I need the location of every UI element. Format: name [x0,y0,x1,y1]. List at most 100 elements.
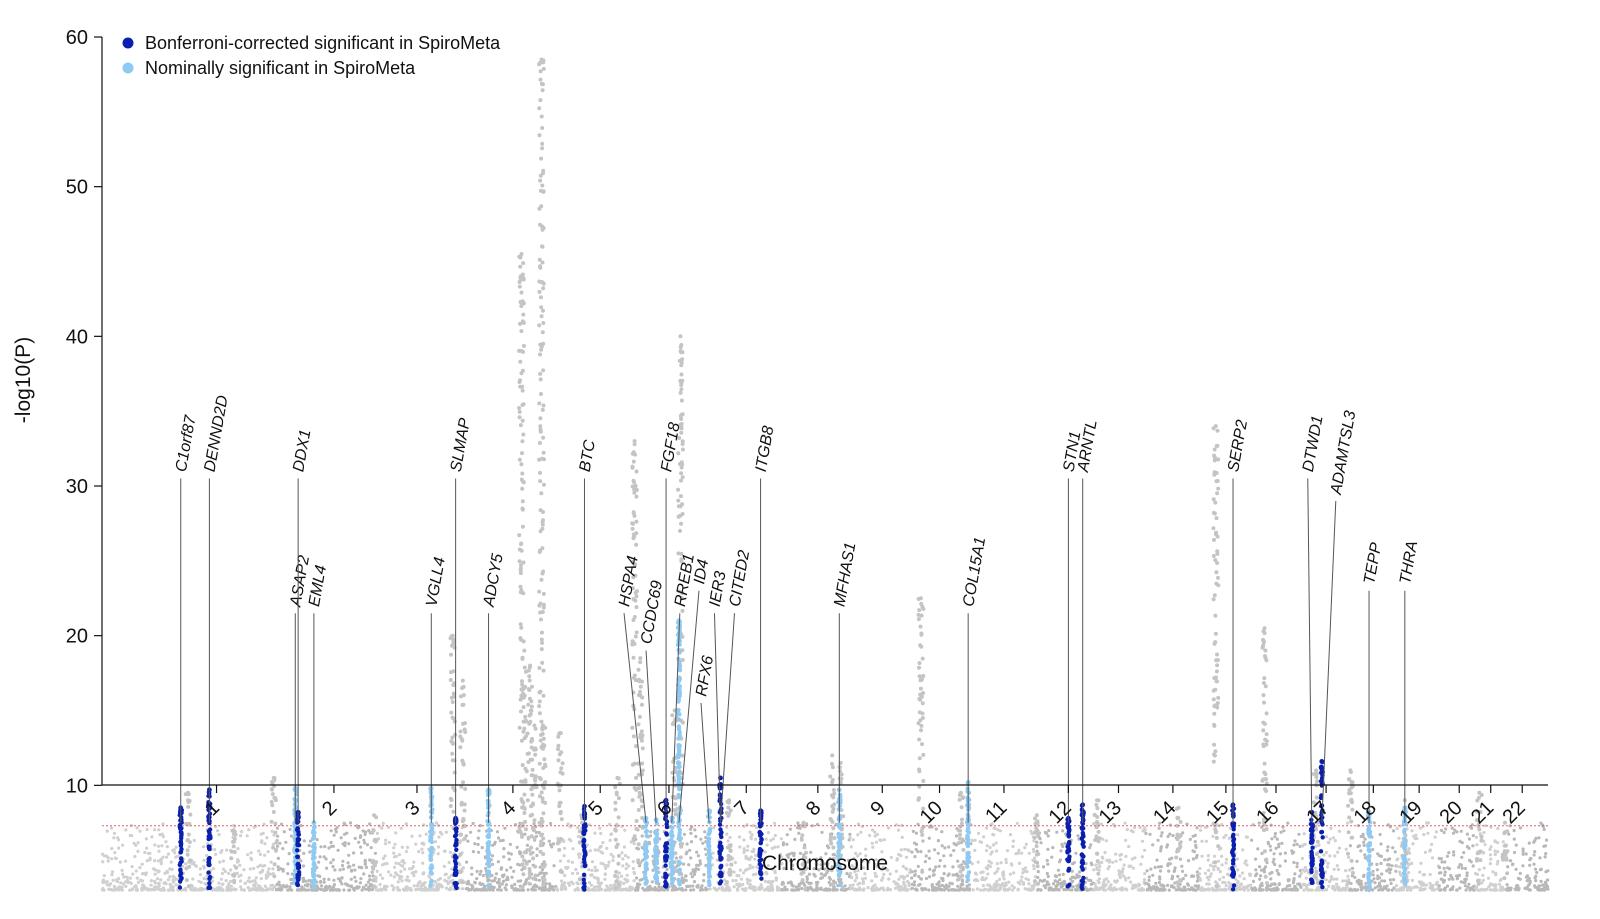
snp-point [449,652,453,657]
snp-point [540,244,544,249]
snp-point [541,591,546,596]
snp-point [541,403,546,408]
snp-point [895,858,899,862]
snp-point [973,878,977,882]
snp-point [1293,872,1297,876]
snp-point [102,874,106,878]
snp-point [885,888,890,892]
snp-point [533,873,538,878]
snp-point [955,872,959,876]
snp-point [1454,874,1458,878]
snp-point [913,841,917,845]
snp-point [905,874,910,878]
snp-point [1527,841,1531,845]
snp-point [920,716,925,720]
snp-point [685,884,689,889]
snp-point [1419,861,1423,865]
snp-point [239,873,243,877]
snp-point [509,852,513,856]
snp-point [322,877,326,881]
snp-point [168,882,172,887]
snp-point [331,858,335,862]
snp-point [1389,868,1393,872]
snp-point [1251,888,1255,892]
snp-point [1375,868,1379,872]
snp-point [559,879,564,883]
snp-point [1057,873,1062,877]
snp-point [451,809,456,814]
snp-point [1204,839,1208,843]
snp-point [537,133,542,138]
snp-point [533,776,537,781]
snp-point [596,878,600,882]
snp-point [1278,864,1282,868]
snp-point [538,295,543,300]
snp-point [1041,865,1046,869]
snp-point [1390,888,1394,892]
snp-point [386,825,391,829]
snp-point [521,866,526,871]
snp-point [305,884,310,888]
snp-point [541,189,546,194]
snp-point [1273,862,1277,867]
snp-point [423,881,427,885]
snp-point [1462,851,1466,855]
snp-point [1400,888,1404,892]
snp-point [1032,883,1036,888]
snp-point [211,887,215,891]
snp-point [521,705,526,710]
snp-point [458,745,463,750]
snp-point [1178,857,1182,861]
snp-point [1294,886,1298,890]
snp-point [1410,878,1414,883]
snp-point [1371,869,1375,873]
snp-point [803,886,808,891]
snp-point [593,869,598,873]
snp-point [1181,877,1185,881]
snp-point [518,829,523,834]
snp-point [817,868,821,872]
snp-point [433,840,438,844]
snp-point [1213,888,1217,892]
snp-point [676,498,681,503]
snp-point [251,879,255,883]
snp-point [1154,881,1158,885]
snp-point [623,828,627,832]
snp-point [1336,867,1340,872]
snp-point [1198,828,1203,832]
snp-point [732,870,736,874]
snp-point [131,872,135,876]
snp-point [1277,882,1281,887]
snp-point [537,711,542,716]
snp-point [1009,862,1014,866]
snp-point [751,824,755,828]
snp-point [1071,862,1075,866]
snp-point [960,873,965,878]
snp-point [1394,884,1399,888]
snp-point [958,832,962,837]
snp-point [358,881,362,885]
snp-point [1192,850,1196,854]
snp-point [1543,885,1547,889]
snp-point [256,865,260,869]
snp-point [1139,862,1143,866]
snp-point [400,879,404,883]
snp-point [557,847,562,852]
snp-point [590,860,595,864]
snp-point [1440,860,1444,864]
snp-point [541,736,546,741]
snp-point [537,690,542,695]
snp-point [325,866,329,870]
snp-point [460,758,465,763]
snp-point [399,869,403,874]
snp-point [603,888,607,892]
snp-point [404,878,408,882]
snp-point [815,862,819,866]
snp-point [123,859,128,863]
snp-point [690,875,695,879]
snp-point [1198,866,1202,871]
snp-point [193,886,197,891]
snp-point [533,746,538,751]
snp-point [502,855,506,859]
snp-point [903,847,907,851]
